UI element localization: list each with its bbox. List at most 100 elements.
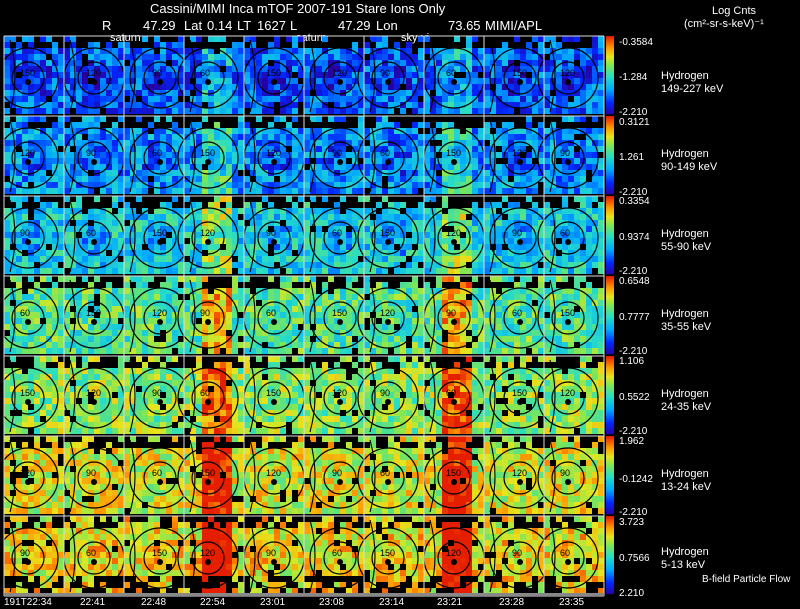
image-panel: 90 [0, 196, 64, 274]
energy-label-6: 5-13 keV [661, 559, 706, 571]
image-panel: 150 [63, 276, 125, 354]
contour-label: 120 [446, 548, 461, 558]
units-title: Log Cnts [712, 5, 757, 17]
image-panel: 120 [0, 116, 64, 194]
image-panel: 60 [177, 36, 244, 114]
image-panel: 90 [63, 436, 125, 514]
scale-max-2: 0.3354 [619, 196, 650, 207]
contour-label: 150 [152, 228, 167, 238]
image-panel: 60 [63, 196, 125, 274]
image-panel: 90 [63, 116, 125, 194]
image-panel: 90 [124, 36, 191, 114]
image-panel: 150 [423, 119, 485, 194]
image-panel: 60 [243, 276, 305, 354]
contour-label: 120 [332, 388, 347, 398]
scale-max-0: -0.3584 [619, 37, 653, 48]
image-panel: 120 [357, 276, 424, 354]
contour-label: 90 [560, 468, 570, 478]
contour-label: 150 [86, 308, 101, 318]
contour-label: 150 [332, 308, 347, 318]
contour-label: 120 [200, 228, 215, 238]
scale-mid-1: 1.261 [619, 152, 645, 163]
scale-mid-5: -0.1242 [619, 474, 653, 485]
contour-label: 60 [380, 148, 390, 158]
contour-label: 90 [446, 308, 456, 318]
image-panel: 120 [243, 436, 305, 514]
contour-label: 120 [380, 308, 395, 318]
image-panel: 150 [304, 276, 371, 354]
l-label: L [290, 18, 298, 33]
image-panel: 90 [0, 516, 64, 594]
image-panel: 60 [63, 516, 125, 594]
image-panel: 60 [423, 36, 485, 114]
contour-label: 120 [20, 468, 35, 478]
contour-label: 120 [20, 148, 35, 158]
contour-label: 150 [512, 388, 527, 398]
contour-label: 60 [152, 468, 162, 478]
contour-label: 150 [20, 68, 35, 78]
contour-label: 60 [560, 228, 570, 238]
l-value: 47.29 [338, 18, 371, 33]
scale-min-4: -2.210 [619, 426, 648, 437]
time-label-6: 23:14 [379, 597, 405, 608]
image-panel: 90 [357, 36, 424, 114]
scale-max-6: 3.723 [619, 517, 645, 528]
org-label: MIMI/APL [485, 18, 543, 33]
image-panel: 120 [484, 116, 551, 194]
contour-label: 60 [332, 228, 342, 238]
contour-label: 90 [200, 308, 210, 318]
contour-label: 90 [266, 548, 276, 558]
contour-label: 120 [266, 468, 281, 478]
contour-label: 90 [266, 228, 276, 238]
time-label-3: 22:54 [200, 597, 226, 608]
color-scale-bar [606, 436, 614, 515]
contour-label: 90 [380, 68, 390, 78]
scale-min-0: -2.210 [619, 107, 648, 118]
energy-label-3: 35-55 keV [661, 321, 712, 333]
image-panel: 90 [537, 116, 604, 194]
species-label-0: Hydrogen [661, 70, 709, 82]
image-panel: 60 [357, 436, 424, 514]
image-panel: 60 [0, 276, 64, 354]
plot-title: Cassini/MIMI Inca mTOF 2007-191 Stare Io… [150, 1, 446, 16]
image-panel: 90 [537, 436, 604, 514]
image-panel: 120 [177, 516, 244, 594]
image-panel: 120 [0, 436, 64, 514]
contour-label: 60 [200, 68, 210, 78]
scale-mid-0: -1.284 [619, 72, 648, 83]
image-panel: 90 [357, 356, 424, 434]
species-label-5: Hydrogen [661, 468, 709, 480]
overlay-label-saturn-1: saturn [110, 32, 141, 44]
scale-min-6: 2.210 [619, 588, 645, 599]
time-label-7: 23:21 [437, 597, 463, 608]
image-panel: 60 [537, 516, 604, 594]
scale-mid-4: 0.5522 [619, 392, 650, 403]
image-panel: 90 [304, 116, 371, 194]
contour-label: 150 [512, 68, 527, 78]
energy-label-1: 90-149 keV [661, 161, 718, 173]
time-label-8: 23:28 [499, 597, 525, 608]
contour-label: 90 [86, 148, 96, 158]
image-panel: 90 [177, 276, 244, 354]
image-panel: 120 [63, 36, 125, 114]
image-panel: 90 [124, 356, 191, 434]
contour-label: 120 [266, 148, 281, 158]
image-panel: 120 [537, 356, 604, 434]
image-panel: 150 [0, 356, 64, 434]
color-scale-bar [606, 36, 614, 115]
image-panel: 60 [423, 356, 485, 434]
contour-label: 60 [380, 468, 390, 478]
species-label-4: Hydrogen [661, 388, 709, 400]
contour-label: 150 [152, 548, 167, 558]
contour-label: 120 [152, 308, 167, 318]
image-panel: 150 [0, 36, 64, 114]
contour-label: 90 [20, 548, 30, 558]
image-panel: 120 [124, 276, 191, 354]
lt-value: 1627 [257, 18, 286, 33]
image-panel: 60 [357, 116, 424, 194]
contour-label: 60 [20, 308, 30, 318]
image-panel: 60 [124, 436, 191, 514]
r-label: R [102, 18, 112, 33]
image-panel: 60 [304, 516, 371, 594]
